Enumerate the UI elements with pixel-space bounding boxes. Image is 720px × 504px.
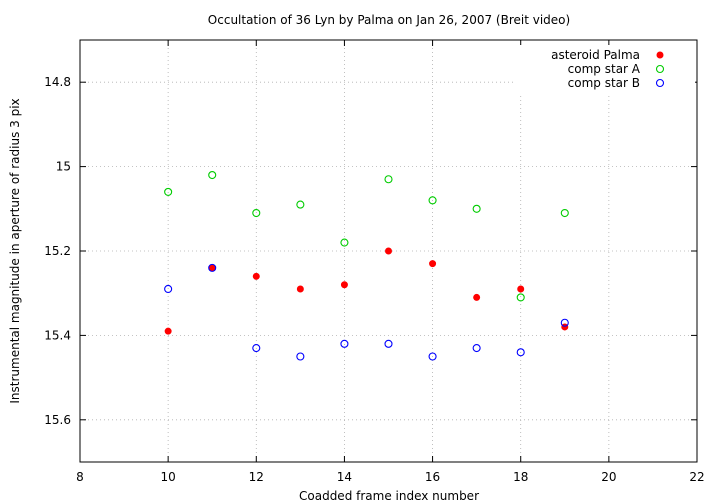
- x-tick-label: 10: [161, 470, 176, 484]
- y-tick-label: 14.8: [44, 75, 71, 89]
- data-point: [296, 352, 305, 361]
- data-point: [164, 327, 172, 335]
- series-comp-star-b: [164, 263, 569, 361]
- y-tick-label: 15.2: [44, 244, 71, 258]
- x-tick-label: 16: [425, 470, 440, 484]
- data-point: [208, 170, 217, 180]
- data-point: [385, 247, 392, 255]
- data-point: [473, 293, 481, 301]
- data-point: [252, 344, 261, 353]
- data-point: [384, 175, 393, 184]
- data-point: [560, 318, 569, 327]
- data-point: [296, 285, 304, 293]
- data-point: [340, 339, 349, 348]
- series-asteroid-palma: [164, 247, 569, 335]
- data-point: [252, 272, 260, 280]
- y-tick-label: 15.6: [44, 413, 71, 427]
- data-point: [472, 204, 481, 213]
- data-point: [252, 208, 261, 218]
- legend-label: comp star A: [568, 62, 641, 76]
- data-point: [560, 208, 569, 218]
- x-tick-label: 8: [76, 470, 84, 484]
- data-point: [340, 281, 348, 289]
- legend-marker: [655, 78, 665, 88]
- tick-labels: 8 10 12 14 16 18 20 22 14.8 15 15.2 15.4 15.6: [44, 75, 704, 484]
- data-point: [517, 285, 525, 293]
- chart-title: Occultation of 36 Lyn by Palma on Jan 26…: [208, 13, 570, 27]
- data-point: [516, 348, 525, 357]
- x-tick-label: 20: [601, 470, 616, 484]
- data-point: [340, 238, 349, 247]
- data-point: [208, 263, 217, 272]
- y-tick-label: 15.4: [44, 328, 71, 342]
- data-point: [296, 200, 305, 209]
- legend-label: asteroid Palma: [551, 48, 640, 62]
- x-tick-label: 18: [513, 470, 528, 484]
- x-tick-label: 14: [337, 470, 352, 484]
- y-axis-label: Instrumental magnitude in aperture of ra…: [8, 98, 22, 403]
- data-point: [429, 260, 437, 268]
- legend-marker: [655, 64, 665, 74]
- data-point: [428, 352, 437, 361]
- data-point: [428, 196, 437, 205]
- x-axis-label: Coadded frame index number: [299, 489, 479, 503]
- data-point: [164, 284, 173, 294]
- x-tick-label: 22: [689, 470, 704, 484]
- data-point: [164, 187, 173, 196]
- data-point: [472, 344, 481, 353]
- y-tick-label: 15: [56, 160, 71, 174]
- axis-ticks: [79, 40, 698, 462]
- data-points: [164, 170, 569, 361]
- legend-background: [515, 45, 695, 93]
- data-point: [516, 293, 525, 302]
- series-comp-star-a: [164, 170, 569, 302]
- data-point: [384, 339, 393, 348]
- legend-marker: [656, 51, 664, 59]
- x-tick-label: 12: [249, 470, 264, 484]
- legend-label: comp star B: [568, 76, 640, 90]
